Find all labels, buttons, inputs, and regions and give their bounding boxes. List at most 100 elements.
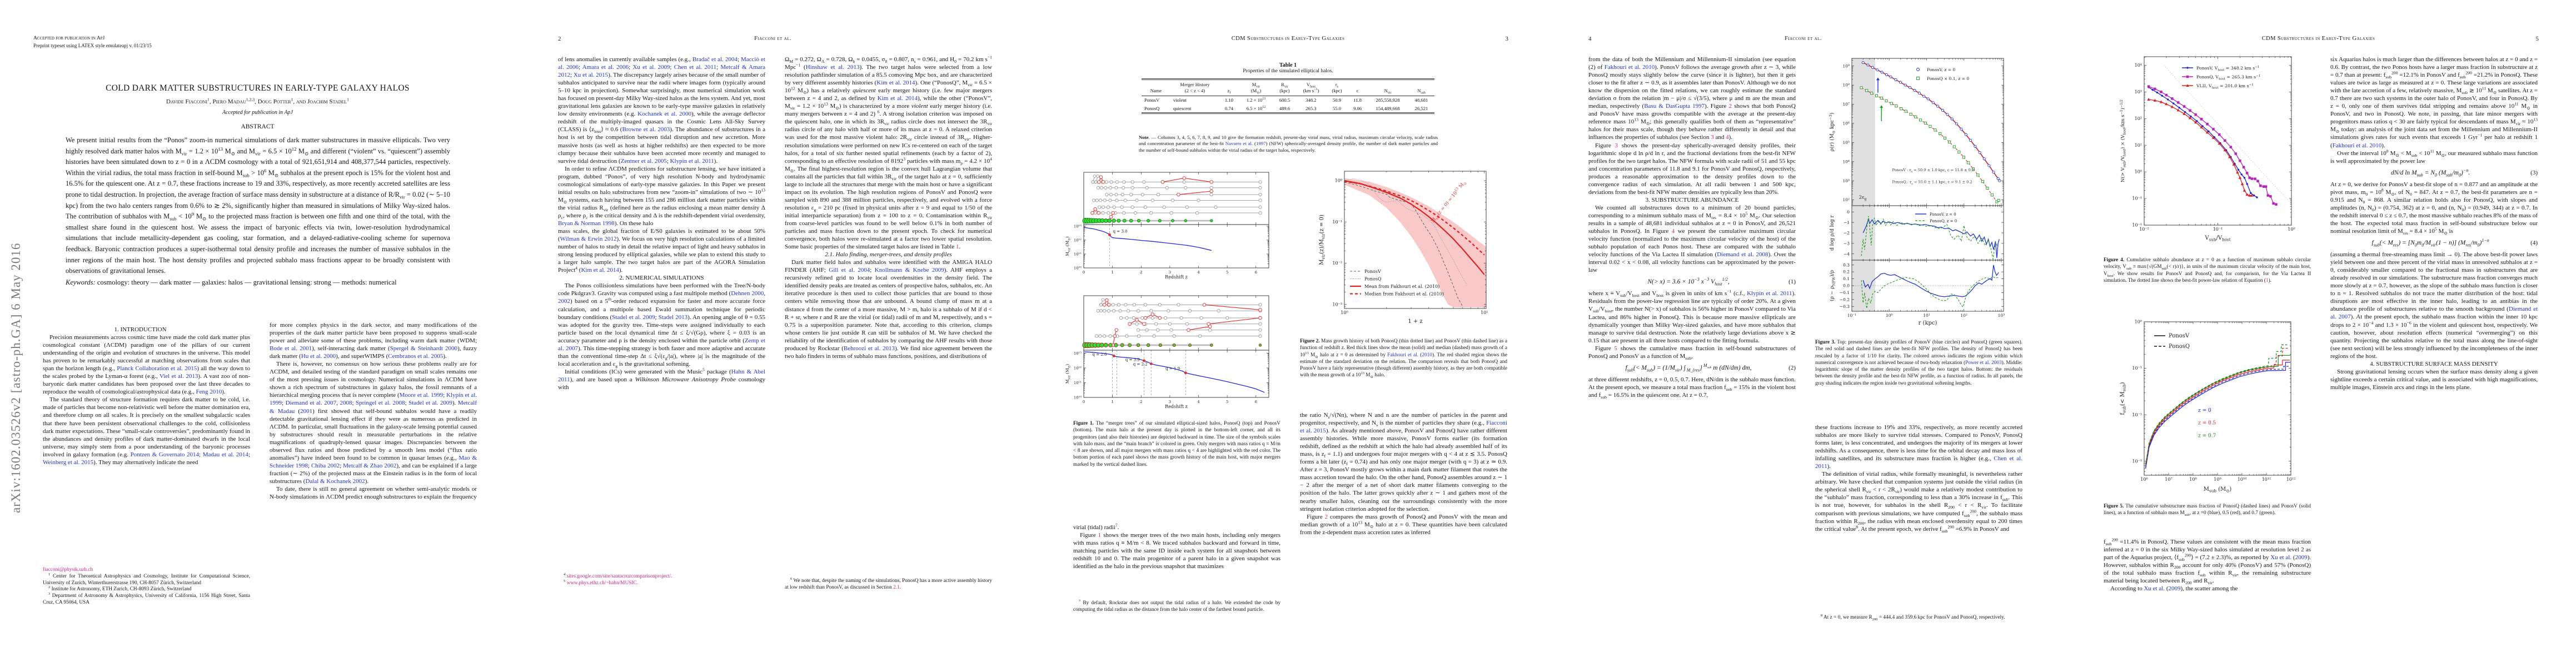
table-cell: 9.06 — [1353, 105, 1362, 111]
svg-text:Mvir(z = 0) = 1013 M⊙: Mvir(z = 0) = 1013 M⊙ — [1429, 180, 1468, 225]
internal-ref-link[interactable]: sites.google.com/site/santacruzcompariso… — [566, 574, 672, 579]
citation-link[interactable]: Xu et al. — [2270, 554, 2292, 561]
citation-link[interactable]: Chen et al. 2011 — [1815, 455, 2022, 470]
page4-column-2: these fractions increase to 19% and 33%,… — [1815, 424, 2022, 611]
citation-link[interactable]: Amara et al. 2006 — [582, 64, 629, 71]
citation-link[interactable]: Planck Collaboration et al. 2015 — [117, 365, 197, 372]
citation-link[interactable]: Knollmann & Knebe 2009 — [874, 267, 944, 274]
citation-link[interactable]: Hu et al. 2000 — [301, 353, 336, 360]
citation-link[interactable]: Navarro et al. — [1225, 141, 1253, 147]
citation-link[interactable]: Kochanek et al. 2000 — [637, 111, 691, 118]
citation-link[interactable]: Diemand et al. 2008 — [1717, 251, 1768, 258]
citation-link[interactable]: Stadel 2013 — [658, 313, 688, 321]
citation-link[interactable]: Xu et al. 2015 — [573, 72, 609, 79]
section-4-heading: 4. SUBSTRUCTURE SURFACE MASS DENSITY — [2370, 360, 2498, 367]
citation-link[interactable]: Klypin et al. 2011 — [1747, 290, 1792, 297]
internal-ref-link[interactable]: www.phys.ethz.ch/~hahn/MUSIC. — [566, 580, 638, 586]
email-link[interactable]: fiacconi@physik.uzh.ch — [43, 567, 250, 574]
citation-link[interactable]: Bradač et al. 2004 — [692, 56, 738, 63]
citation-link[interactable]: Stadel et al. 2009 — [612, 313, 655, 321]
svg-text:10¹³: 10¹³ — [1074, 224, 1082, 228]
citation-link[interactable]: Kim et al. 2014 — [876, 79, 915, 87]
citation-link[interactable]: Bryan & Norman 1998 — [558, 220, 615, 227]
citation-link[interactable]: Stadel et al. 2009 — [408, 400, 452, 407]
internal-ref-link[interactable]: 2.1 — [893, 584, 900, 590]
svg-text:10⁶: 10⁶ — [2140, 477, 2148, 482]
footnote-5-url[interactable]: 5 www.phys.ethz.ch/~hahn/MUSIC. — [564, 579, 638, 586]
internal-ref-link[interactable]: 4 — [1671, 228, 1675, 235]
citation-link[interactable]: Wilman & Erwin 2012 — [560, 236, 617, 243]
svg-text:10²: 10² — [1842, 197, 1850, 202]
paragraph: We counted all substructures down to a m… — [1588, 204, 1796, 274]
citation-link[interactable]: 2008 — [340, 400, 352, 407]
internal-ref-link[interactable]: 2 — [1324, 513, 1328, 520]
citation-link[interactable]: Fakhouri et al. 2010 — [1604, 64, 1655, 71]
citation-link[interactable]: Zentner et al. 2005 — [620, 157, 667, 165]
citation-link[interactable]: Weinberg et al. 2015 — [43, 459, 94, 466]
citation-link[interactable]: Mao & Schneider 1998 — [270, 454, 477, 469]
citation-link[interactable]: Xu et al. — [2144, 585, 2165, 593]
citation-link[interactable]: 2002 — [558, 298, 570, 305]
citation-link[interactable]: Cembranos et al. 2005 — [388, 353, 444, 360]
citation-link[interactable]: Feng 2010 — [196, 389, 222, 396]
footnote-4-url[interactable]: 4 sites.google.com/site/santacruzcompari… — [564, 572, 672, 579]
paragraph: At z = 0, we derive for PonosV a best-fi… — [2330, 181, 2538, 236]
paragraph: (assuming a thermal free-streaming mass … — [2330, 251, 2538, 360]
citation-link[interactable]: Fiacconi et al. 2015 — [1300, 420, 1507, 435]
citation-link[interactable]: Bode et al. 2001 — [270, 345, 312, 352]
svg-text:10⁻³: 10⁻³ — [2132, 459, 2142, 464]
internal-ref-link[interactable]: 1 — [955, 243, 959, 251]
citation-link[interactable]: Springel et al. 2008 — [356, 400, 405, 407]
citation-link[interactable]: Spergel & Steinhardt 2000 — [390, 345, 458, 352]
citation-link[interactable]: Viel et al. 2013 — [159, 373, 198, 380]
citation-link[interactable]: Metcalf & Amara 2012 — [558, 64, 765, 79]
internal-ref-link[interactable]: 3 — [1711, 134, 1714, 141]
citation-link[interactable]: Klypin et al. 1999 — [270, 392, 477, 407]
page2-footnote-6: 6 We note that, despite the naming of th… — [785, 577, 992, 591]
citation-link[interactable]: Xu et al. 2009 — [632, 64, 670, 71]
citation-link[interactable]: Gill et al. 2004 — [829, 267, 870, 274]
internal-ref-link[interactable]: 1 — [2265, 277, 2269, 283]
svg-text:−1: −1 — [1843, 220, 1850, 225]
internal-ref-link[interactable]: 4 — [1726, 134, 1729, 141]
citation-link[interactable]: Power et al. 2003 — [1965, 360, 2002, 366]
citation-link[interactable]: Fakhouri et al. 2010 — [2332, 142, 2382, 149]
citation-link[interactable]: 2010 — [1422, 352, 1432, 358]
citation-link[interactable]: Klypin et al. 2011 — [670, 157, 714, 165]
citation-link[interactable]: Fakhouri et al. — [1387, 352, 1419, 358]
citation-link[interactable]: Zemp et al. 2007 — [558, 337, 765, 352]
citation-link[interactable]: Behroozi et al. 2013 — [843, 345, 895, 352]
internal-ref-link[interactable]: 2 — [1728, 103, 1732, 110]
svg-text:q = 3.9: q = 3.9 — [1125, 357, 1140, 362]
citation-link[interactable]: Chiba 2002 — [311, 462, 340, 469]
citation-link[interactable]: Metcalf & Zhao 2002 — [343, 462, 397, 469]
citation-link[interactable]: Dalal & Kochanek 2002 — [305, 477, 365, 485]
citation-link[interactable]: Madau et al. 2014 — [202, 451, 248, 458]
citation-link[interactable]: Kim et al. 2014 — [581, 267, 619, 274]
citation-link[interactable]: Macciò et al. 2006 — [558, 56, 765, 71]
internal-ref-link[interactable]: 3 — [1615, 142, 1618, 149]
citation-link[interactable]: Hinshaw et al. 2013 — [805, 64, 860, 71]
citation-link[interactable]: Diemand et al. 2007 — [2330, 306, 2538, 321]
citation-link[interactable]: Pontzen & Governato 2014 — [130, 451, 200, 458]
page4-footnote-8: 8 At z = 0, we measure R200 = 444.4 and … — [1815, 614, 2022, 621]
citation-link[interactable]: 2009 — [2295, 554, 2308, 561]
internal-ref-link[interactable]: 1 — [1098, 532, 1102, 539]
svg-text:VLII, Vhost = 201.0 km s−1: VLII, Vhost = 201.0 km s−1 — [2196, 83, 2254, 90]
citation-link[interactable]: Kim et al. 2014 — [877, 95, 918, 102]
citation-link[interactable]: Chen et al. 2011 — [674, 64, 716, 71]
citation-link[interactable]: 2001 — [300, 407, 313, 415]
citation-link[interactable]: Metcalf & Madau — [270, 400, 477, 415]
citation-link[interactable]: Basu & DasGupta 1997 — [1644, 103, 1705, 110]
internal-ref-link[interactable]: 5 — [1614, 345, 1618, 352]
citation-link[interactable]: Diemand et al. 2007 — [285, 400, 337, 407]
citation-link[interactable]: Browne et al. 2003 — [622, 126, 670, 133]
svg-text:10⁰: 10⁰ — [1335, 178, 1342, 183]
table-cell: 48,681 — [1414, 97, 1428, 103]
citation-link[interactable]: 2009 — [2168, 585, 2181, 593]
internal-ref-link[interactable]: fiacconi@physik.uzh.ch — [43, 567, 93, 573]
citation-link[interactable]: Dehnen 2000 — [731, 290, 764, 297]
citation-link[interactable]: Moore et al. 1999 — [399, 392, 444, 399]
citation-link[interactable]: 1997 — [1255, 141, 1266, 147]
citation-link[interactable]: Hahn & Abel 2011 — [558, 368, 765, 383]
